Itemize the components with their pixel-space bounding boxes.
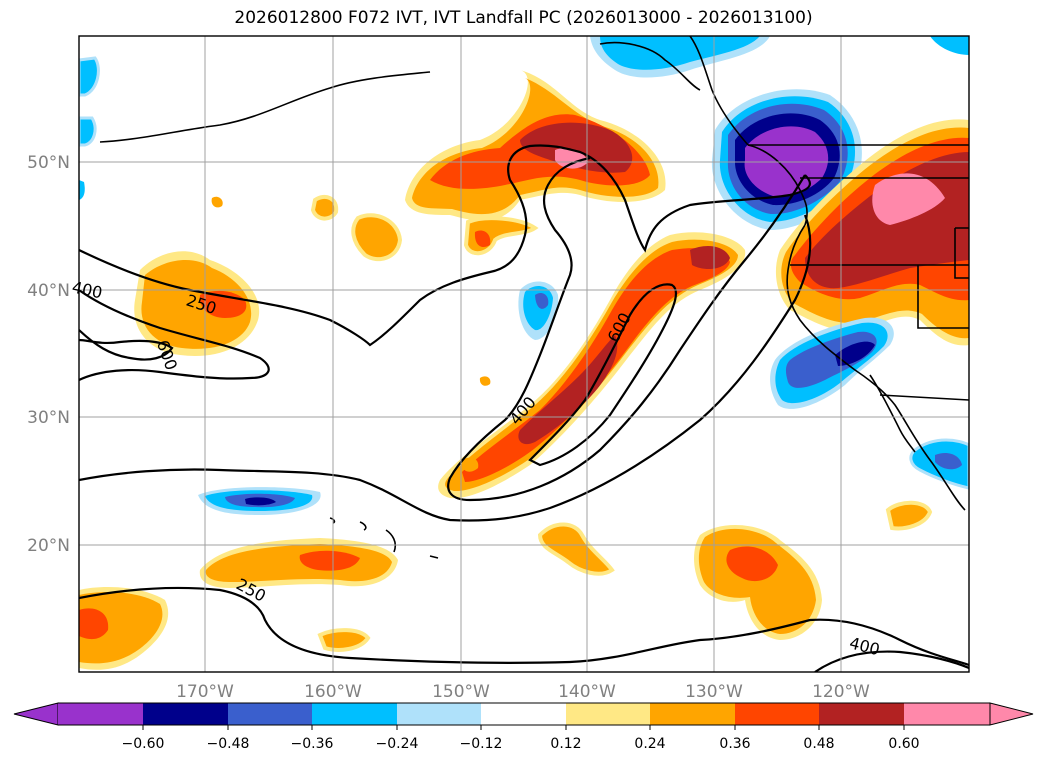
colorbar: −0.60 −0.48 −0.36 −0.24 −0.12 0.12 0.24 …	[13, 702, 1034, 752]
lat-tick-label: 30°N	[27, 408, 70, 428]
colorbar-segment	[397, 703, 481, 725]
colorbar-segment	[228, 703, 312, 725]
colorbar-segment	[143, 703, 228, 725]
lat-tick-label: 20°N	[27, 536, 70, 556]
grid-lines	[79, 36, 969, 672]
colorbar-segment	[58, 703, 143, 725]
colorbar-segment	[735, 703, 819, 725]
lat-tick-label: 50°N	[27, 153, 70, 173]
colorbar-tick-label: 0.12	[550, 736, 581, 752]
contour-400-west	[79, 144, 812, 347]
ivt-shading	[79, 36, 969, 670]
contour-250-west	[79, 289, 270, 381]
map-title: 2026012800 F072 IVT, IVT Landfall PC (20…	[234, 8, 813, 28]
lon-tick-labels: 170°W 160°W 150°W 140°W 130°W 120°W	[176, 682, 870, 702]
colorbar-tick-label: 0.60	[888, 736, 919, 752]
map-frame	[78, 35, 970, 673]
lon-tick-label: 160°W	[304, 682, 362, 702]
colorbar-segment	[904, 703, 990, 725]
colorbar-tick-label: −0.12	[460, 736, 503, 752]
colorbar-segment	[481, 703, 566, 725]
colorbar-tick-label: −0.48	[207, 736, 250, 752]
lon-tick-label: 120°W	[812, 682, 870, 702]
lat-tick-label: 40°N	[27, 281, 70, 301]
colorbar-tick-label: −0.60	[122, 736, 165, 752]
colorbar-tick-label: 0.48	[803, 736, 834, 752]
colorbar-tick-label: 0.24	[634, 736, 665, 752]
colorbar-segment	[819, 703, 904, 725]
lon-tick-label: 150°W	[432, 682, 490, 702]
colorbar-tick-label: −0.24	[376, 736, 419, 752]
coastlines	[99, 36, 969, 559]
contour-400-main	[447, 156, 806, 502]
colorbar-segment	[650, 703, 735, 725]
ivt-contours	[79, 144, 969, 672]
lon-tick-label: 130°W	[685, 682, 743, 702]
colorbar-tick-label: 0.36	[719, 736, 750, 752]
colorbar-tick-label: −0.36	[291, 736, 334, 752]
lon-tick-label: 170°W	[176, 682, 234, 702]
contour-250-south	[79, 214, 812, 522]
colorbar-segment	[566, 703, 650, 725]
lon-tick-label: 140°W	[558, 682, 616, 702]
colorbar-extend-high	[989, 702, 1034, 726]
colorbar-extend-low	[13, 702, 59, 726]
contour-250-sw	[79, 586, 969, 667]
colorbar-segment	[312, 703, 397, 725]
lat-tick-labels: 50°N 40°N 30°N 20°N	[27, 153, 70, 556]
